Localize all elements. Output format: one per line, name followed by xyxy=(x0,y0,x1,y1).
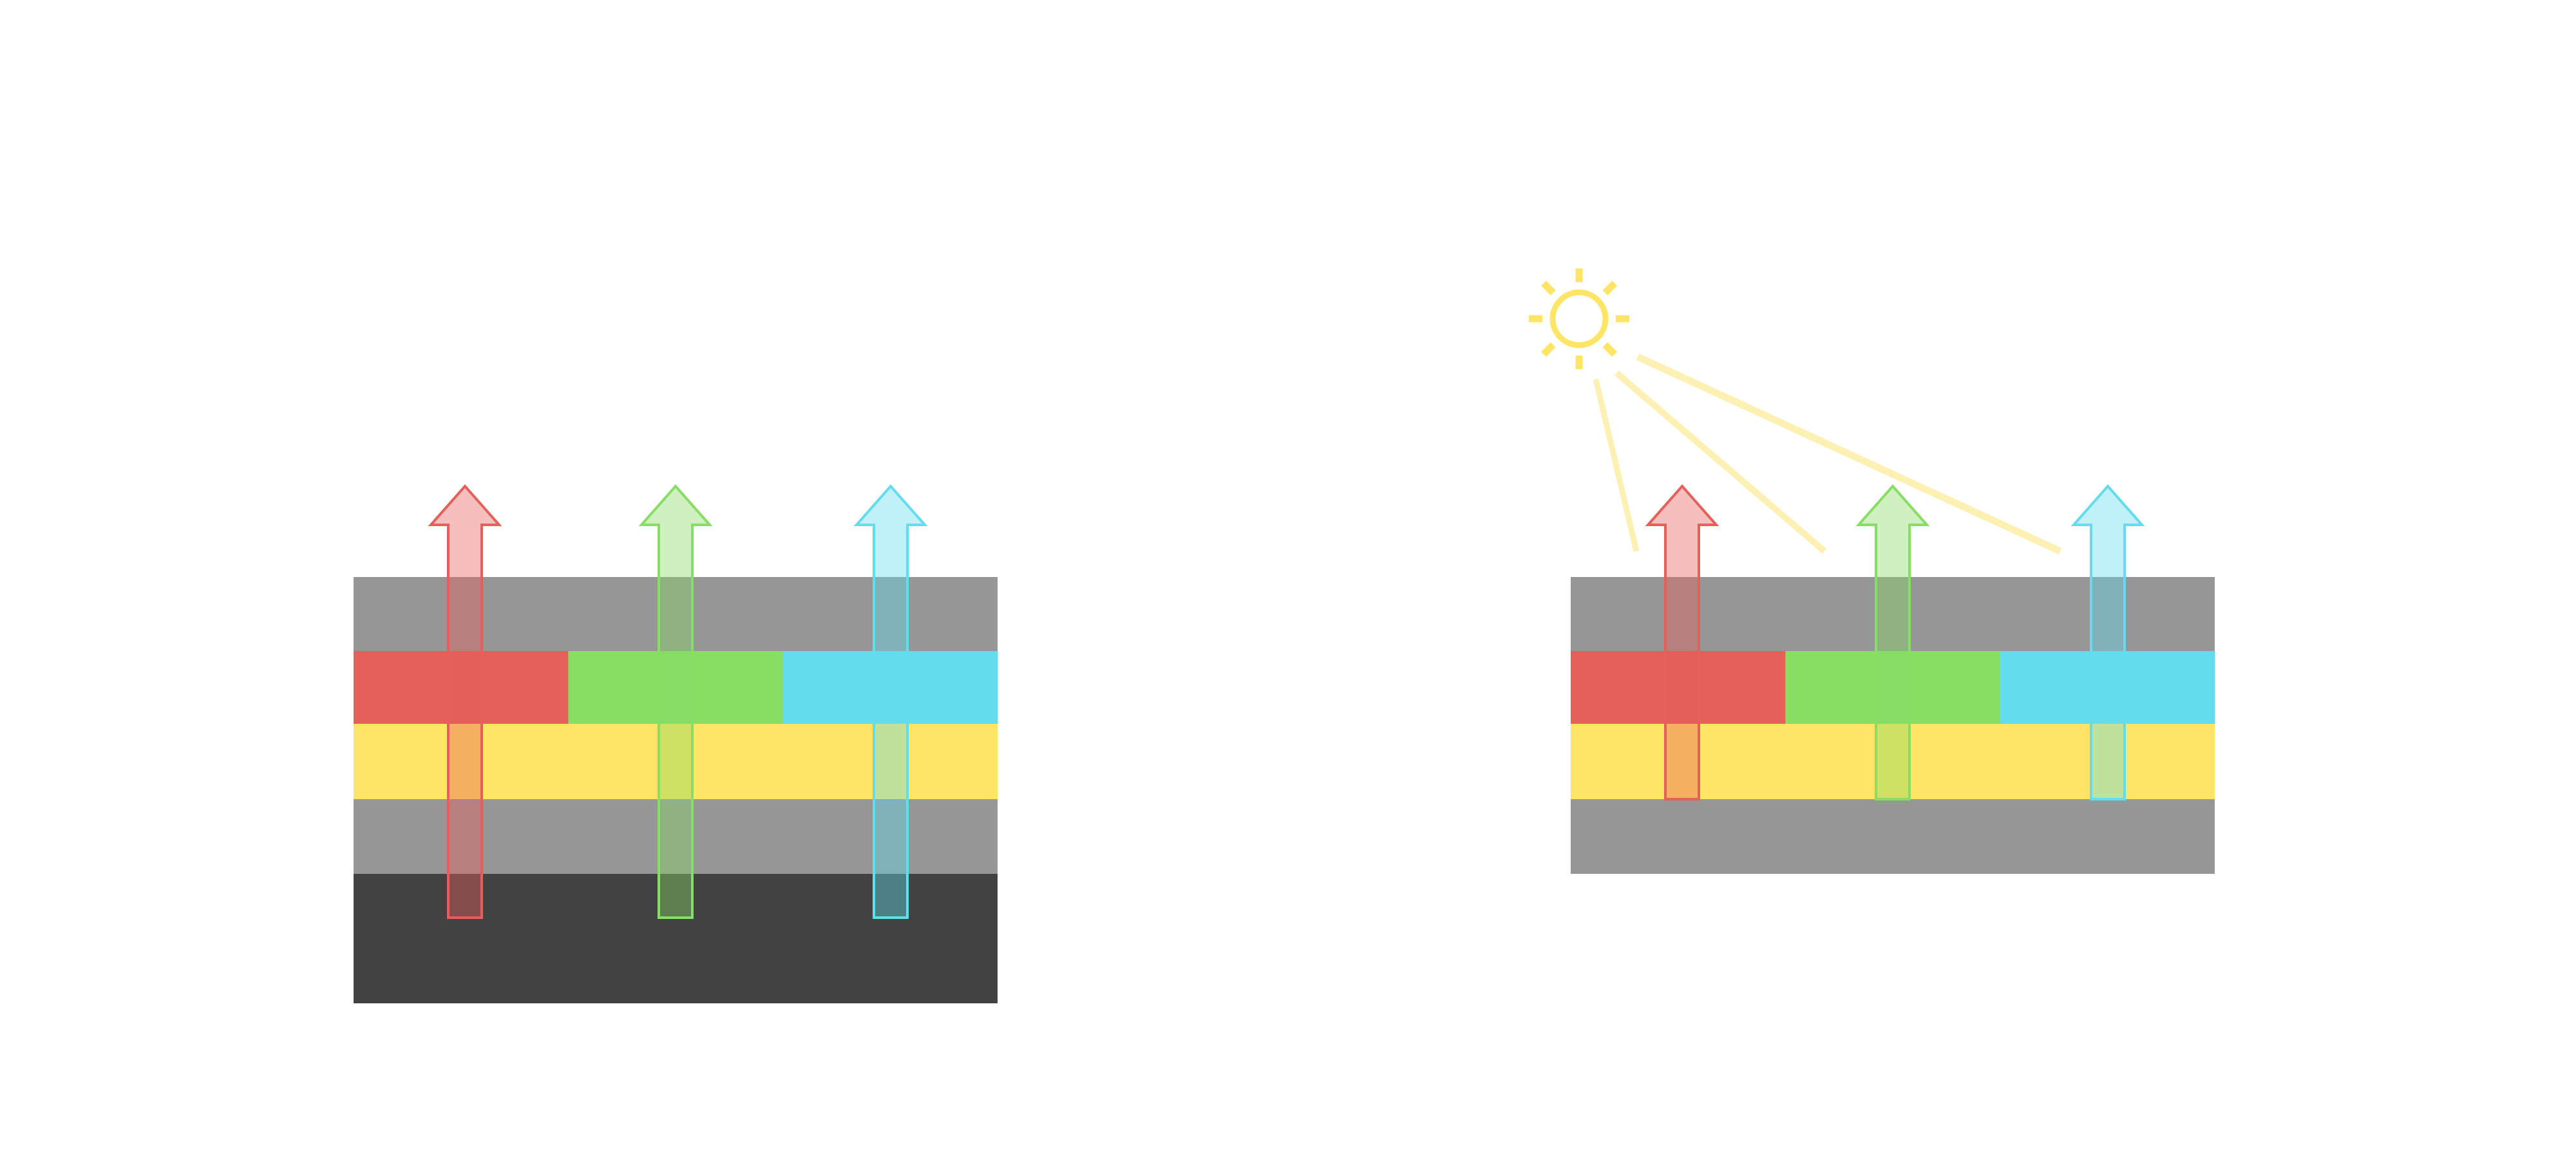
arrow-up-icon-blue xyxy=(2070,484,2145,800)
sun-ray xyxy=(1540,280,1556,296)
gray-layer xyxy=(354,799,998,874)
arrow-up-icon-green xyxy=(638,484,713,919)
color-filter-blue xyxy=(2000,651,2215,724)
sunlight-beam xyxy=(1593,378,1640,553)
sun-disc xyxy=(1549,289,1609,348)
sunlight-beam xyxy=(1636,354,2062,554)
color-filter-red xyxy=(354,651,569,724)
color-filter-green xyxy=(568,651,784,724)
sun-ray xyxy=(1540,342,1556,357)
color-filter-red xyxy=(1571,651,1786,724)
arrow-up-icon-red xyxy=(428,484,502,919)
arrow-up-icon-blue xyxy=(853,484,928,919)
arrow-up-icon-red xyxy=(1645,484,1719,800)
sunlight-beam xyxy=(1614,370,1827,554)
left-layer-stack xyxy=(354,484,998,1003)
right-layer-stack xyxy=(1571,484,2215,874)
sun-icon xyxy=(1529,269,2062,554)
yellow-layer xyxy=(354,724,998,799)
dark-layer xyxy=(354,874,998,1003)
color-filter-green xyxy=(1785,651,2001,724)
yellow-layer xyxy=(1571,724,2215,799)
color-filter-blue xyxy=(782,651,998,724)
gray-layer xyxy=(1571,799,2215,874)
arrow-up-icon-green xyxy=(1855,484,1930,800)
sun-ray xyxy=(1602,342,1618,357)
gray-layer xyxy=(354,577,998,651)
sun-ray xyxy=(1602,280,1618,296)
gray-layer xyxy=(1571,577,2215,651)
